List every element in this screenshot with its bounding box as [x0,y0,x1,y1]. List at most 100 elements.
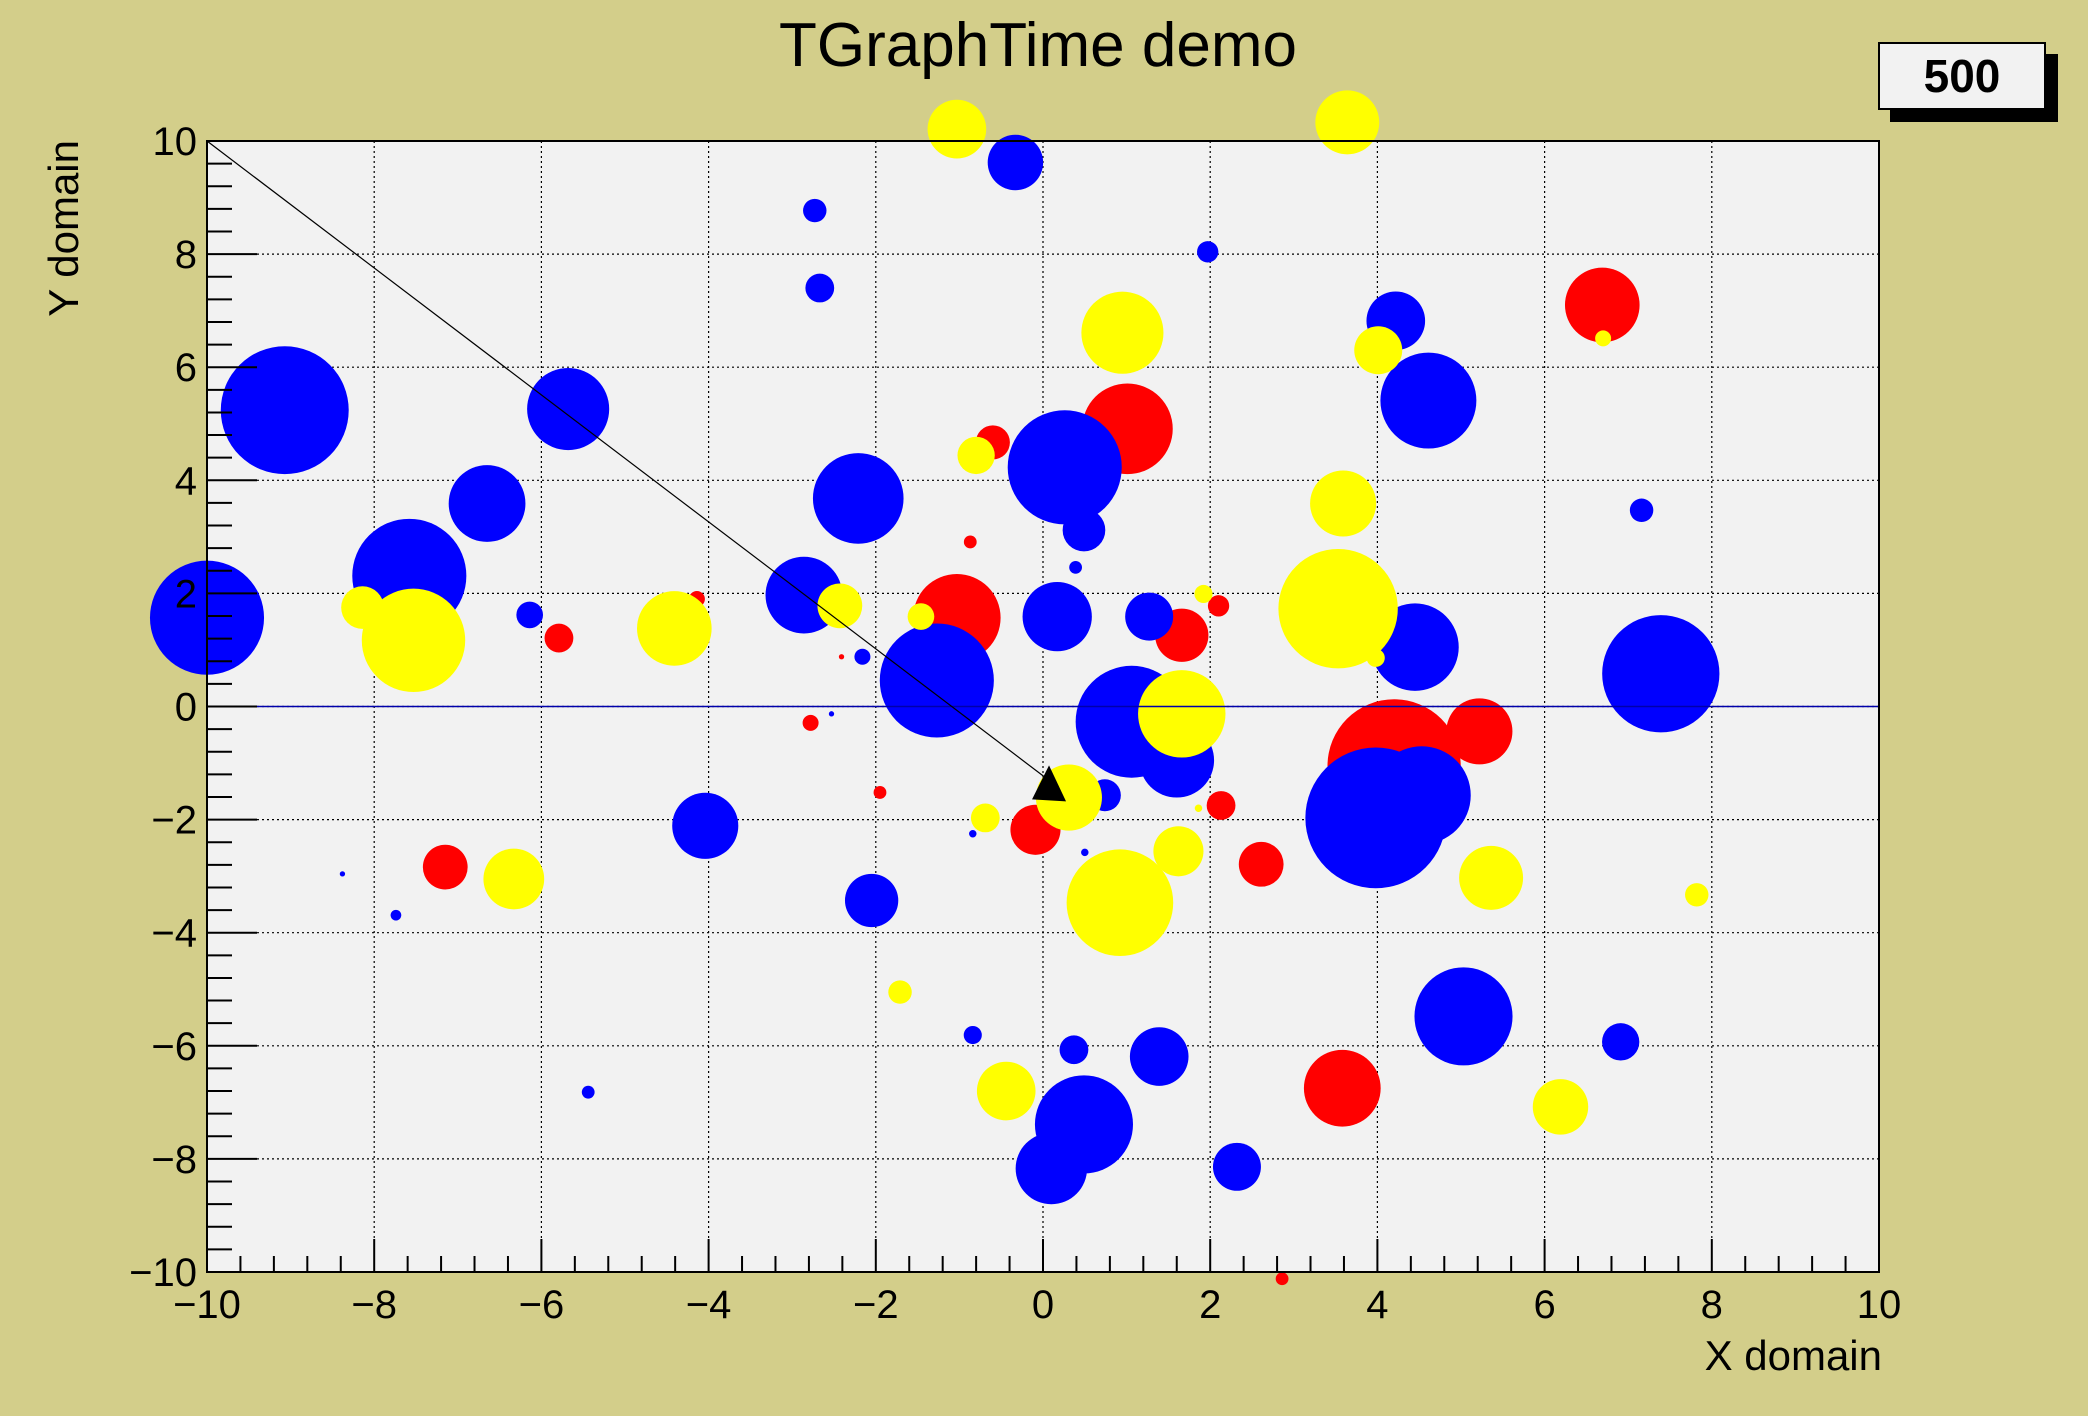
blue-marker [854,648,871,665]
blue-marker [1081,848,1089,857]
blue-marker [963,1025,982,1045]
blue-marker [516,601,544,629]
yellow-marker [970,803,1000,833]
yellow-marker [957,436,995,475]
y-tick-label: −4 [151,912,197,956]
yellow-marker [1194,584,1213,604]
yellow-marker [1354,326,1403,375]
x-tick-label: 10 [1857,1283,1902,1327]
yellow-marker [637,591,712,666]
x-tick-label: 6 [1533,1283,1555,1327]
blue-marker [1602,1023,1640,1061]
blue-marker [1629,498,1654,522]
red-marker [422,844,468,890]
x-tick-label: 4 [1366,1283,1388,1327]
x-tick-label: −4 [686,1283,732,1327]
red-marker [1275,1272,1289,1286]
blue-marker [1602,615,1720,733]
yellow-marker [1366,648,1385,667]
yellow-marker [1153,826,1204,877]
y-tick-labels: −10 −8 −6 −4 −2 0 2 4 6 8 10 [129,120,197,1295]
chart-title: TGraphTime demo [779,11,1297,80]
blue-marker [527,368,610,451]
yellow-marker [1595,330,1612,347]
yellow-marker [976,1061,1036,1121]
y-tick-label: 0 [175,686,197,730]
y-tick-label: −8 [151,1138,197,1182]
x-tick-label: −6 [519,1283,565,1327]
blue-marker [220,346,349,475]
blue-marker [812,453,904,544]
yellow-marker [927,99,987,159]
yellow-marker [1194,804,1203,813]
red-marker [1207,595,1230,617]
time-step-label: 500 [1878,42,2046,110]
yellow-marker [1138,670,1226,758]
yellow-marker [1066,849,1174,957]
blue-marker [879,623,994,738]
blue-marker [448,465,526,542]
blue-marker [844,873,899,928]
y-axis-label: Y domain [40,140,87,317]
red-marker [1564,267,1640,343]
y-tick-label: 10 [153,120,198,164]
red-marker [1206,791,1236,820]
y-tick-label: −6 [151,1025,197,1069]
x-tick-labels: −10 −8 −6 −4 −2 0 2 4 6 8 10 [173,1283,1901,1327]
yellow-marker [1315,90,1380,155]
yellow-marker [1685,883,1709,907]
yellow-marker [888,980,912,1004]
triangle-marker [1032,765,1067,802]
y-tick-label: −2 [151,799,197,843]
blue-marker [1007,410,1122,525]
blue-marker [805,273,835,303]
blue-marker [1212,1142,1261,1191]
blue-marker [1129,1027,1189,1086]
yellow-marker [1310,470,1377,537]
red-marker [1303,1049,1381,1127]
blue-marker [581,1085,595,1099]
series-yellow [341,90,1709,1135]
yellow-marker [1532,1079,1589,1135]
overlay [206,140,1879,802]
blue-marker [1372,746,1471,845]
blue-marker [1125,592,1174,641]
y-tick-label: −10 [129,1251,197,1295]
yellow-marker [817,583,863,629]
x-tick-label: −10 [173,1283,241,1327]
blue-marker [1015,1132,1088,1205]
blue-marker [969,830,977,838]
blue-marker [672,792,739,859]
yellow-marker [1459,845,1524,910]
blue-marker [1069,560,1082,574]
reference-line [206,140,1054,784]
blue-marker [1059,1035,1089,1065]
red-marker [1446,698,1513,765]
y-tick-label: 4 [175,459,197,503]
blue-marker [803,198,827,223]
axis-ticks [206,140,1880,1273]
x-tick-label: 2 [1199,1283,1221,1327]
red-marker [963,535,977,549]
y-tick-label: 8 [175,233,197,277]
x-tick-label: 0 [1032,1283,1054,1327]
red-marker [873,786,887,799]
yellow-marker [1081,291,1164,374]
x-tick-label: 8 [1701,1283,1723,1327]
red-marker [838,654,845,660]
blue-marker [828,711,835,717]
yellow-marker [483,848,545,910]
blue-marker [1197,241,1219,263]
blue-marker [1062,508,1106,552]
x-tick-label: −8 [351,1283,397,1327]
y-tick-label: 2 [175,572,197,616]
blue-marker [987,134,1044,191]
yellow-marker [361,588,466,693]
red-marker [802,714,819,731]
blue-marker [1380,352,1477,449]
yellow-marker [907,603,935,630]
y-tick-label: 6 [175,346,197,390]
data-markers [149,90,1720,1286]
